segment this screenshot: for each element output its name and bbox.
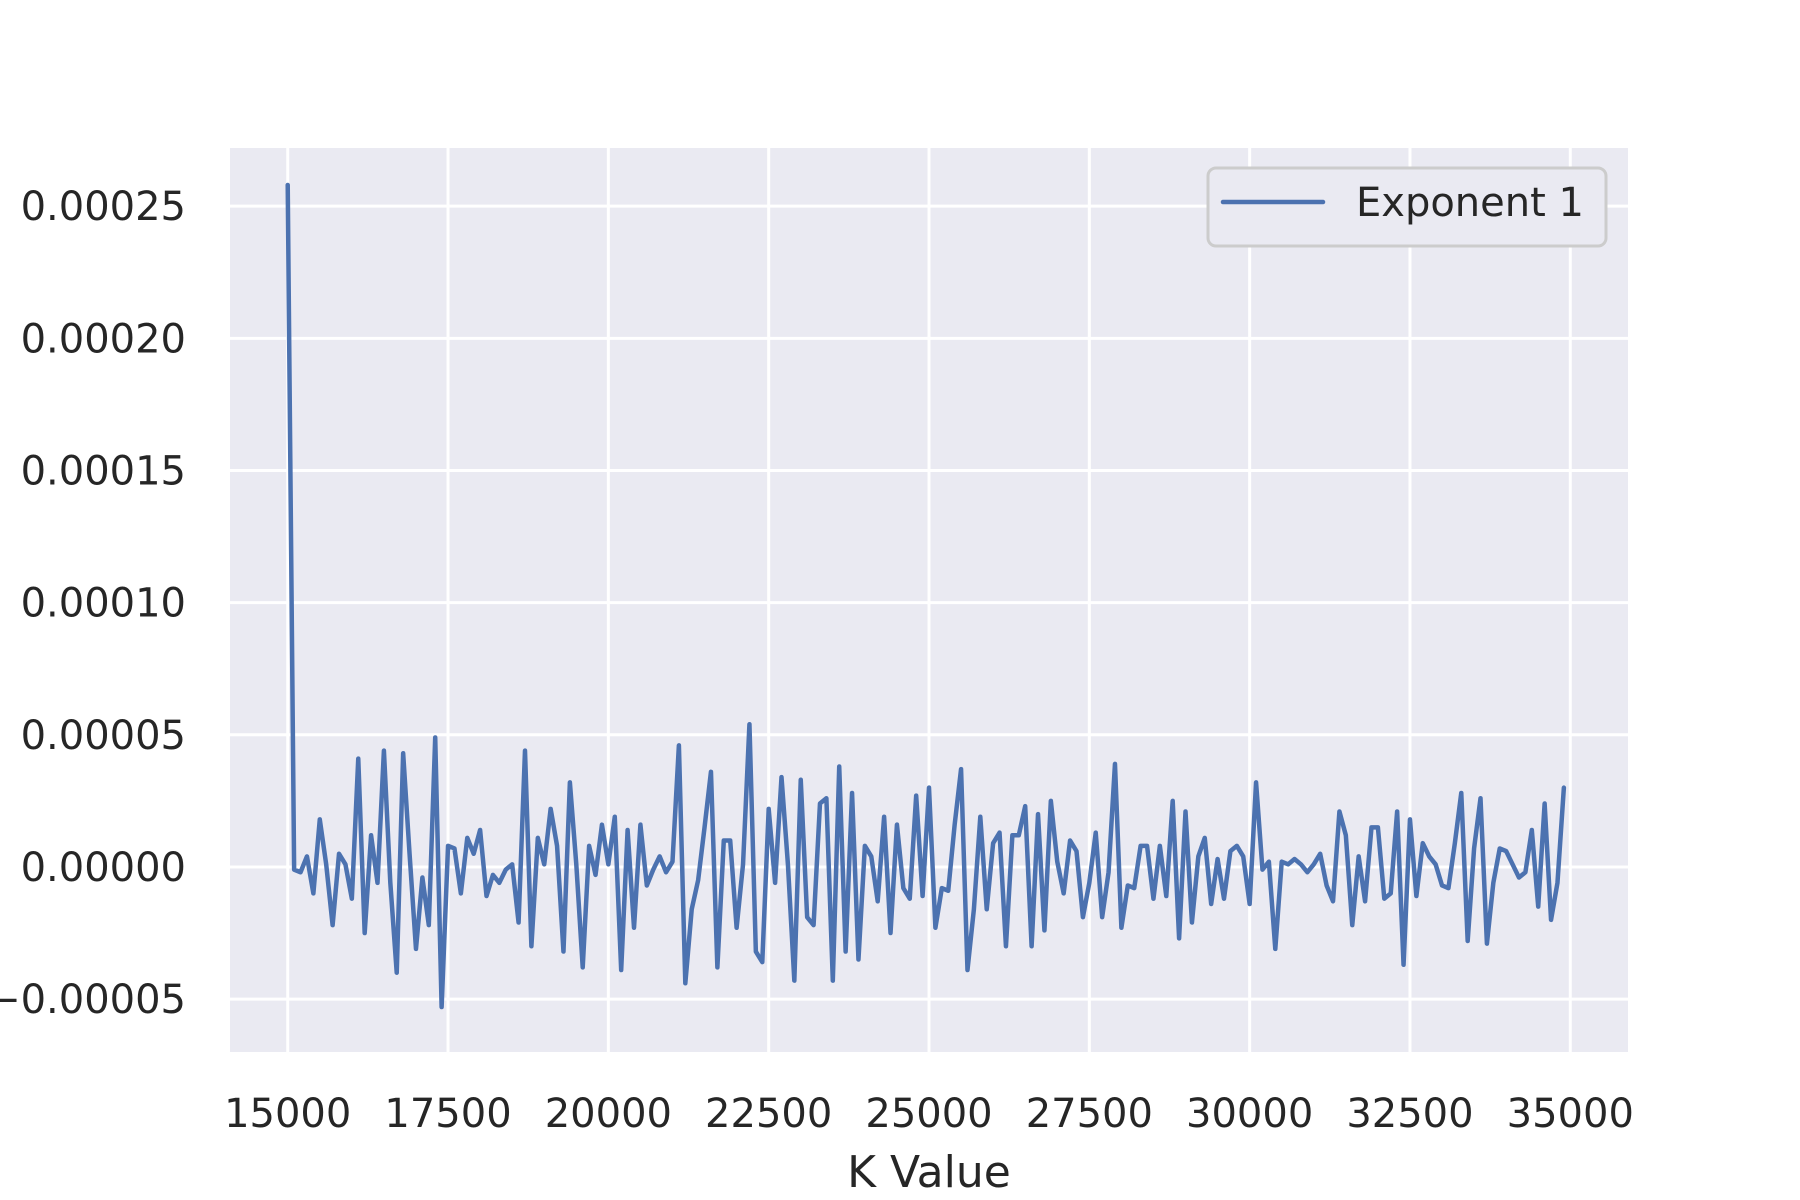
x-tick-label: 32500 bbox=[1346, 1091, 1473, 1137]
y-tick-label: 0.00005 bbox=[21, 713, 186, 759]
y-tick-label: −0.00005 bbox=[0, 977, 186, 1023]
y-tick-label: 0.00025 bbox=[21, 184, 186, 230]
y-tick-labels: −0.00005 0.00000 0.00005 0.00010 0.00015 0.00… bbox=[0, 184, 186, 1023]
x-tick-label: 15000 bbox=[224, 1091, 351, 1137]
x-tick-label: 25000 bbox=[865, 1091, 992, 1137]
legend-box bbox=[1206, 166, 1608, 248]
y-tick-label: 0.00000 bbox=[21, 845, 186, 891]
y-tick-label: 0.00015 bbox=[21, 448, 186, 494]
x-tick-labels: 15000 17500 20000 22500 25000 27500 30000 32500… bbox=[224, 1091, 1634, 1137]
series-line bbox=[285, 182, 1567, 1010]
x-tick-label: 17500 bbox=[384, 1091, 511, 1137]
x-tick-label: 35000 bbox=[1507, 1091, 1634, 1137]
x-tick-label: 27500 bbox=[1026, 1091, 1153, 1137]
y-tick-label: 0.00010 bbox=[21, 581, 186, 627]
x-tick-label: 20000 bbox=[545, 1091, 672, 1137]
x-tick-label: 22500 bbox=[705, 1091, 832, 1137]
legend-label: Exponent 1 bbox=[1356, 180, 1584, 226]
x-tick-label: 30000 bbox=[1186, 1091, 1313, 1137]
series-group bbox=[285, 182, 1567, 1010]
x-axis-title: K Value bbox=[847, 1147, 1011, 1198]
y-tick-label: 0.00020 bbox=[21, 316, 186, 362]
legend: Exponent 1 bbox=[1206, 166, 1608, 248]
